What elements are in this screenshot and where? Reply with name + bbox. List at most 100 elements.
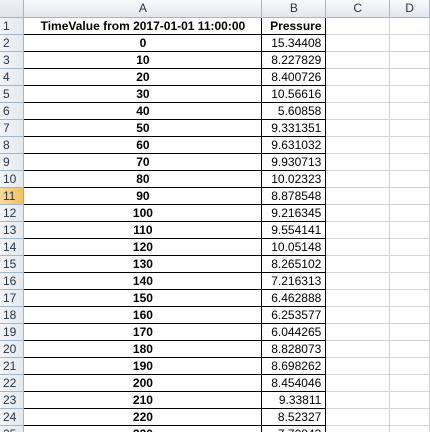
empty-cell[interactable] xyxy=(389,306,430,324)
row-header[interactable]: 9 xyxy=(0,153,25,171)
empty-cell[interactable] xyxy=(325,323,391,341)
row-header[interactable]: 2 xyxy=(0,34,25,52)
time-cell[interactable]: 220 xyxy=(23,408,263,426)
row-header[interactable]: 11 xyxy=(0,187,25,205)
row-header[interactable]: 21 xyxy=(0,357,25,375)
time-cell[interactable]: 110 xyxy=(23,221,263,239)
empty-cell[interactable] xyxy=(325,51,391,69)
time-cell[interactable]: 180 xyxy=(23,340,263,358)
empty-cell[interactable] xyxy=(325,102,391,120)
row-header[interactable]: 1 xyxy=(0,17,25,35)
empty-cell[interactable] xyxy=(389,374,430,392)
row-header[interactable]: 24 xyxy=(0,408,25,426)
empty-cell[interactable] xyxy=(389,68,430,86)
pressure-cell[interactable]: 8.52327 xyxy=(261,408,327,426)
column-header-b[interactable]: B xyxy=(261,0,327,18)
empty-cell[interactable] xyxy=(389,340,430,358)
pressure-cell[interactable]: 8.265102 xyxy=(261,255,327,273)
row-header[interactable]: 13 xyxy=(0,221,25,239)
pressure-cell[interactable]: 8.454046 xyxy=(261,374,327,392)
time-cell[interactable]: 170 xyxy=(23,323,263,341)
pressure-cell[interactable]: 8.828073 xyxy=(261,340,327,358)
empty-cell[interactable] xyxy=(389,289,430,307)
pressure-cell[interactable]: 10.05148 xyxy=(261,238,327,256)
pressure-cell[interactable]: 9.331351 xyxy=(261,119,327,137)
empty-cell[interactable] xyxy=(325,408,391,426)
empty-cell[interactable] xyxy=(325,34,391,52)
time-cell[interactable]: 150 xyxy=(23,289,263,307)
empty-cell[interactable] xyxy=(325,255,391,273)
empty-cell[interactable] xyxy=(325,374,391,392)
empty-cell[interactable] xyxy=(389,102,430,120)
pressure-cell[interactable]: 5.60858 xyxy=(261,102,327,120)
time-cell[interactable]: 60 xyxy=(23,136,263,154)
time-cell[interactable]: 140 xyxy=(23,272,263,290)
empty-cell[interactable] xyxy=(389,170,430,188)
row-header[interactable]: 16 xyxy=(0,272,25,290)
pressure-cell[interactable]: 8.878548 xyxy=(261,187,327,205)
time-cell[interactable]: 130 xyxy=(23,255,263,273)
empty-cell[interactable] xyxy=(325,187,391,205)
pressure-cell[interactable]: 7.70843 xyxy=(261,425,327,432)
empty-cell[interactable] xyxy=(325,221,391,239)
row-header[interactable]: 19 xyxy=(0,323,25,341)
pressure-cell[interactable]: 6.462888 xyxy=(261,289,327,307)
pressure-cell[interactable]: 15.34408 xyxy=(261,34,327,52)
row-header[interactable]: 18 xyxy=(0,306,25,324)
empty-cell[interactable] xyxy=(389,119,430,137)
time-cell[interactable]: 200 xyxy=(23,374,263,392)
empty-cell[interactable] xyxy=(389,17,430,35)
empty-cell[interactable] xyxy=(389,204,430,222)
row-header[interactable]: 23 xyxy=(0,391,25,409)
pressure-cell[interactable]: 9.930713 xyxy=(261,153,327,171)
empty-cell[interactable] xyxy=(325,425,391,432)
pressure-cell[interactable]: 9.631032 xyxy=(261,136,327,154)
empty-cell[interactable] xyxy=(389,34,430,52)
time-cell[interactable]: 80 xyxy=(23,170,263,188)
time-cell[interactable]: 50 xyxy=(23,119,263,137)
header-cell-timevalue[interactable]: TimeValue from 2017-01-01 11:00:00 xyxy=(23,17,263,35)
empty-cell[interactable] xyxy=(325,391,391,409)
time-cell[interactable]: 230 xyxy=(23,425,263,432)
empty-cell[interactable] xyxy=(325,170,391,188)
pressure-cell[interactable]: 10.02323 xyxy=(261,170,327,188)
time-cell[interactable]: 10 xyxy=(23,51,263,69)
select-all-corner[interactable] xyxy=(0,0,25,18)
empty-cell[interactable] xyxy=(389,51,430,69)
empty-cell[interactable] xyxy=(325,136,391,154)
empty-cell[interactable] xyxy=(325,85,391,103)
pressure-cell[interactable]: 10.56616 xyxy=(261,85,327,103)
time-cell[interactable]: 100 xyxy=(23,204,263,222)
empty-cell[interactable] xyxy=(325,357,391,375)
empty-cell[interactable] xyxy=(389,85,430,103)
time-cell[interactable]: 90 xyxy=(23,187,263,205)
row-header[interactable]: 6 xyxy=(0,102,25,120)
empty-cell[interactable] xyxy=(325,204,391,222)
row-header[interactable]: 14 xyxy=(0,238,25,256)
empty-cell[interactable] xyxy=(325,272,391,290)
time-cell[interactable]: 190 xyxy=(23,357,263,375)
row-header[interactable]: 8 xyxy=(0,136,25,154)
pressure-cell[interactable]: 8.227829 xyxy=(261,51,327,69)
empty-cell[interactable] xyxy=(389,408,430,426)
empty-cell[interactable] xyxy=(389,357,430,375)
row-header[interactable]: 25 xyxy=(0,425,25,432)
row-header[interactable]: 12 xyxy=(0,204,25,222)
row-header[interactable]: 17 xyxy=(0,289,25,307)
column-header-d[interactable]: D xyxy=(389,0,430,18)
pressure-cell[interactable]: 9.33811 xyxy=(261,391,327,409)
empty-cell[interactable] xyxy=(389,238,430,256)
empty-cell[interactable] xyxy=(325,238,391,256)
column-header-a[interactable]: A xyxy=(23,0,263,18)
empty-cell[interactable] xyxy=(325,153,391,171)
time-cell[interactable]: 40 xyxy=(23,102,263,120)
pressure-cell[interactable]: 6.044265 xyxy=(261,323,327,341)
empty-cell[interactable] xyxy=(389,391,430,409)
time-cell[interactable]: 0 xyxy=(23,34,263,52)
header-cell-pressure[interactable]: Pressure xyxy=(261,17,327,35)
empty-cell[interactable] xyxy=(389,255,430,273)
empty-cell[interactable] xyxy=(325,119,391,137)
empty-cell[interactable] xyxy=(389,272,430,290)
empty-cell[interactable] xyxy=(325,289,391,307)
pressure-cell[interactable]: 8.698262 xyxy=(261,357,327,375)
